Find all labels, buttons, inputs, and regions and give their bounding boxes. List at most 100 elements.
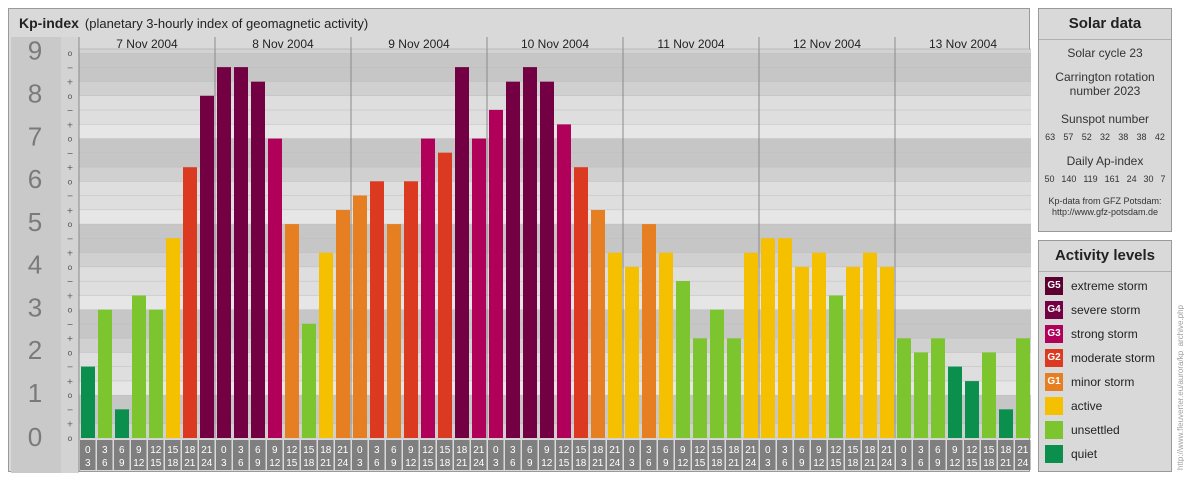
hour-tile — [352, 440, 368, 470]
sub-tick-label: + — [67, 78, 74, 87]
hour-label-end: 24 — [1017, 458, 1029, 469]
sub-tick-label: − — [67, 106, 74, 115]
y-tick-label: 4 — [28, 250, 42, 280]
hour-label-start: 0 — [493, 445, 499, 456]
hour-label-start: 9 — [952, 445, 958, 456]
activity-level-label: unsettled — [1071, 423, 1120, 437]
hour-label-end: 18 — [711, 458, 723, 469]
sub-tick-label: + — [67, 163, 74, 172]
kp-bar — [795, 266, 809, 438]
hour-tile — [131, 440, 147, 470]
y-tick-label: 5 — [28, 207, 42, 237]
hour-tile — [80, 440, 96, 470]
kp-bar — [268, 138, 282, 439]
kp-bar — [761, 238, 775, 438]
hour-tile — [437, 440, 453, 470]
hour-tile — [998, 440, 1014, 470]
kp-bar — [625, 266, 639, 438]
activity-level-item: active — [1045, 396, 1171, 416]
hour-tile — [114, 440, 130, 470]
kp-bar — [472, 138, 486, 439]
hour-label-start: 15 — [983, 445, 995, 456]
hour-label-end: 15 — [422, 458, 434, 469]
kp-bar — [608, 252, 622, 438]
hour-label-end: 12 — [677, 458, 689, 469]
sub-tick-label: − — [67, 405, 74, 414]
kp-bar — [302, 323, 316, 438]
top-band — [79, 49, 1031, 53]
hour-label-start: 9 — [680, 445, 686, 456]
hour-label-start: 15 — [575, 445, 587, 456]
hour-tile — [930, 440, 946, 470]
hour-label-start: 18 — [320, 445, 332, 456]
activity-levels-panel: Activity levels G5 extreme storm G4 severe … — [1038, 240, 1172, 472]
hour-tile — [709, 440, 725, 470]
hour-label-end: 9 — [527, 458, 533, 469]
hour-tile — [488, 440, 504, 470]
hour-label-end: 24 — [609, 458, 621, 469]
day-label: 8 Nov 2004 — [252, 37, 314, 51]
kp-bar — [506, 81, 520, 439]
hour-tile — [896, 440, 912, 470]
hour-label-end: 24 — [337, 458, 349, 469]
hour-tile — [420, 440, 436, 470]
hour-label-end: 15 — [286, 458, 298, 469]
kp-bar — [404, 181, 418, 439]
hour-label-start: 3 — [374, 445, 380, 456]
hour-tile — [284, 440, 300, 470]
hour-label-start: 9 — [272, 445, 278, 456]
hour-label-start: 3 — [782, 445, 788, 456]
kp-chart-panel: Kp-index (planetary 3-hourly index of geo… — [8, 8, 1031, 473]
day-label: 11 Nov 2004 — [657, 37, 724, 51]
hour-label-end: 9 — [391, 458, 397, 469]
hour-label-start: 12 — [558, 445, 570, 456]
hour-label-start: 21 — [881, 445, 893, 456]
kp-bar — [353, 195, 367, 438]
hour-label-end: 9 — [255, 458, 261, 469]
grid-band — [79, 295, 1031, 310]
y-tick-label: 8 — [28, 78, 42, 108]
hour-tile — [573, 440, 589, 470]
hour-tile — [947, 440, 963, 470]
sunspot-value: 52 — [1081, 132, 1092, 142]
hour-tile — [318, 440, 334, 470]
y-tick-label: 9 — [28, 36, 42, 66]
sub-tick-label: o — [68, 220, 73, 229]
kp-bar — [778, 238, 792, 438]
hour-label-start: 6 — [799, 445, 805, 456]
sunspot-value: 38 — [1118, 132, 1129, 142]
sub-tick-label: + — [67, 291, 74, 300]
hour-tile — [726, 440, 742, 470]
hour-label-end: 6 — [918, 458, 924, 469]
grid-band — [79, 124, 1031, 139]
hour-label-end: 9 — [799, 458, 805, 469]
hour-label-end: 12 — [133, 458, 145, 469]
hour-label-start: 21 — [473, 445, 485, 456]
kp-bar — [421, 138, 435, 439]
activity-level-swatch — [1045, 421, 1063, 439]
kp-bar — [982, 352, 996, 438]
activity-level-label: moderate storm — [1071, 351, 1156, 365]
kp-bar — [591, 209, 605, 438]
hour-label-start: 15 — [711, 445, 723, 456]
sub-tick-label: − — [67, 320, 74, 329]
hour-label-end: 18 — [983, 458, 995, 469]
kp-bar — [183, 167, 197, 438]
hour-label-start: 3 — [102, 445, 108, 456]
hour-label-end: 3 — [629, 458, 635, 469]
hour-label-start: 9 — [136, 445, 142, 456]
chart-subtitle: (planetary 3-hourly index of geomagnetic… — [84, 16, 369, 31]
hour-label-end: 18 — [303, 458, 315, 469]
kp-bar — [863, 252, 877, 438]
hour-label-end: 3 — [221, 458, 227, 469]
hour-tile — [403, 440, 419, 470]
ap-value: 50 — [1044, 174, 1055, 184]
ap-value: 140 — [1061, 174, 1077, 184]
kp-bar — [523, 67, 537, 438]
sunspot-heading: Sunspot number — [1060, 112, 1150, 126]
y-tick-label: 0 — [28, 422, 42, 452]
ap-heading: Daily Ap-index — [1066, 154, 1144, 168]
hour-tile — [250, 440, 266, 470]
hour-tile — [471, 440, 487, 470]
hour-label-end: 9 — [935, 458, 941, 469]
